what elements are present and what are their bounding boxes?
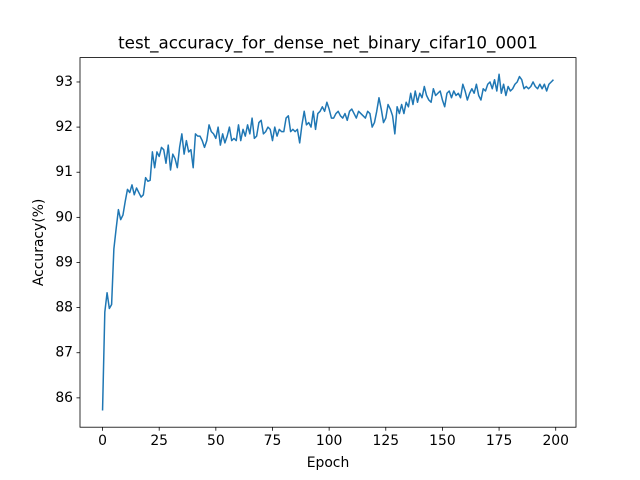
x-tick-label: 75: [264, 433, 282, 449]
y-tick-label: 90: [55, 209, 73, 225]
data-line: [101, 73, 554, 411]
x-tick-label: 200: [542, 433, 569, 449]
y-tick-label: 87: [55, 345, 73, 361]
y-tick-label: 91: [55, 164, 73, 180]
y-tick-label: 93: [55, 74, 73, 90]
x-axis-label: Epoch: [307, 455, 350, 471]
y-tick-label: 89: [55, 254, 73, 270]
x-tick-label: 50: [207, 433, 225, 449]
y-tick-label: 92: [55, 119, 73, 135]
x-tick-label: 175: [486, 433, 513, 449]
x-tick-label: 150: [429, 433, 456, 449]
x-tick-label: 0: [98, 433, 107, 449]
y-tick-label: 86: [55, 390, 73, 406]
x-tick-label: 125: [373, 433, 400, 449]
y-tick-label: 88: [55, 300, 73, 316]
x-tick-label: 25: [150, 433, 168, 449]
chart-title: test_accuracy_for_dense_net_binary_cifar…: [118, 33, 538, 54]
plot-frame: [79, 57, 577, 428]
x-tick-label: 100: [316, 433, 343, 449]
y-axis-label: Accuracy(%): [31, 199, 47, 286]
